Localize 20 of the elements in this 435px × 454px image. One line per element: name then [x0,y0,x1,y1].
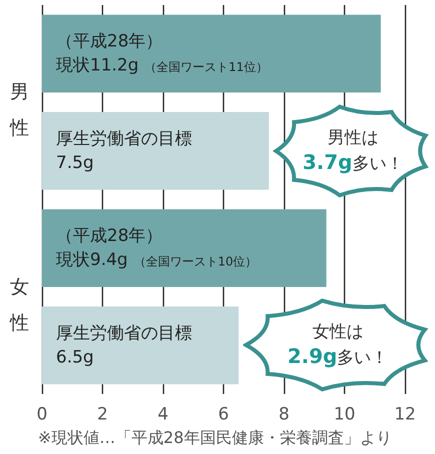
x-tick-label: 4 [158,404,168,424]
x-tick-label: 2 [97,404,108,424]
data-label: （平成28年）現状9.4g（全国ワースト10位） [56,226,258,270]
annotation: 女性は 2.9g多い！ [287,321,388,368]
x-tick-label: 0 [36,404,48,424]
text: ※現状値…「平成28年国民健康・栄養調査」より [38,428,392,449]
bar [42,209,326,288]
data-label: 厚生労働省の目標7.5g [56,128,192,173]
bar [42,306,239,384]
x-tick-label: 12 [394,404,416,424]
text: 女性 [10,276,29,334]
bar [42,112,269,190]
data-label: （平成28年）現状11.2g（全国ワースト11位） [56,32,268,76]
annotation: 男性は 3.7g多い！ [302,126,404,174]
text: 男性 [10,81,29,140]
data-label: 厚生労働省の目標6.5g [56,323,192,368]
bar [42,14,381,93]
x-tick-label: 8 [278,404,290,424]
x-tick-label: 6 [218,404,229,424]
x-tick-label: 10 [334,404,356,424]
